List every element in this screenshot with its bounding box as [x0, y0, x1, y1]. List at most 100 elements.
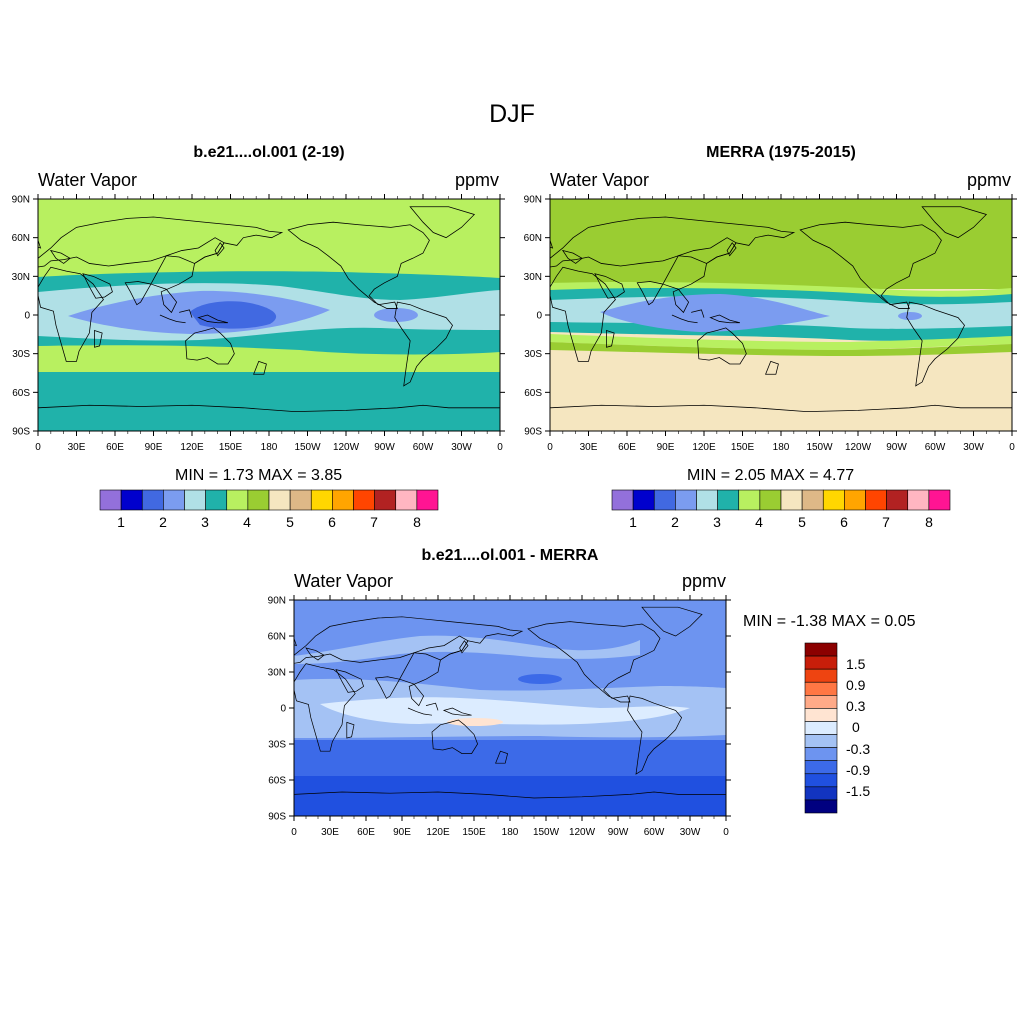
colorbar-3-label: -0.3	[846, 741, 871, 757]
lon-tick-label: 150E	[731, 442, 755, 453]
lat-tick-label: 90S	[12, 427, 30, 438]
lon-tick-label: 150W	[294, 442, 321, 453]
lat-tick-label: 60N	[268, 632, 286, 643]
lat-tick-label: 30N	[12, 272, 30, 283]
lat-tick-label: 90S	[268, 812, 286, 823]
colorbar-1-swatch	[226, 489, 249, 511]
colorbar-3-label: -0.9	[846, 762, 871, 778]
lon-tick-label: 90W	[608, 827, 629, 838]
panel-1-map	[37, 198, 501, 432]
colorbar-1-label: 2	[159, 514, 167, 530]
lat-tick-label: 60S	[268, 776, 286, 787]
lon-tick-label: 120E	[426, 827, 450, 838]
lon-tick-label: 60E	[106, 442, 124, 453]
colorbar-1-swatch	[416, 489, 439, 511]
lon-tick-label: 30E	[68, 442, 86, 453]
colorbar-3-swatch	[804, 786, 838, 801]
lon-tick-label: 60E	[618, 442, 636, 453]
colorbar-1-label: 5	[286, 514, 294, 530]
panel-1-title: b.e21....ol.001 (2-19)	[193, 144, 345, 161]
colorbar-1-swatch	[205, 489, 228, 511]
colorbar-3-label: 1.5	[846, 656, 866, 672]
lat-tick-label: 30S	[524, 349, 542, 360]
lon-tick-label: 150W	[533, 827, 560, 838]
colorbar-2-swatch	[865, 489, 887, 511]
colorbar-2-swatch	[632, 489, 655, 511]
lon-tick-label: 180	[502, 827, 519, 838]
colorbar-1-swatch	[99, 489, 122, 511]
colorbar-2-swatch	[886, 489, 909, 511]
colorbar-1-label: 7	[370, 514, 378, 530]
colorbar-2-swatch	[759, 489, 782, 511]
lon-tick-label: 30E	[321, 827, 339, 838]
colorbar-3-swatch	[804, 799, 838, 814]
panel-3-units-label: ppmv	[682, 571, 727, 591]
lon-tick-label: 150E	[219, 442, 243, 453]
colorbar-1-swatch	[268, 489, 291, 511]
colorbar-2-label: 6	[840, 514, 848, 530]
panel-1-units-label: ppmv	[455, 170, 500, 190]
colorbar-2-swatch	[780, 489, 803, 511]
colorbar-3-swatch	[804, 695, 838, 709]
panel-1-min-max: MIN = 1.73 MAX = 3.85	[175, 467, 343, 484]
colorbar-1-swatch	[184, 489, 206, 511]
panel-2-variable-label: Water Vapor	[550, 170, 650, 190]
colorbar-2-swatch	[907, 489, 930, 511]
panel-2-units-label: ppmv	[967, 170, 1012, 190]
lon-tick-label: 0	[723, 827, 729, 838]
lon-tick-label: 30W	[680, 827, 701, 838]
colorbar-1-swatch	[332, 489, 354, 511]
lat-tick-label: 30S	[268, 740, 286, 751]
colorbar-2-swatch	[822, 489, 845, 511]
colorbar-2-label: 1	[629, 514, 637, 530]
colorbar-1-label: 6	[328, 514, 336, 530]
lat-tick-label: 0	[536, 311, 542, 322]
colorbar-2-swatch	[717, 489, 740, 511]
lat-tick-label: 30N	[268, 668, 286, 679]
panel-1-variable-label: Water Vapor	[38, 170, 138, 190]
lon-tick-label: 150E	[462, 827, 486, 838]
lon-tick-label: 90W	[374, 442, 395, 453]
lon-tick-label: 90E	[393, 827, 411, 838]
colorbar-1-label: 8	[413, 514, 421, 530]
lon-tick-label: 60W	[925, 442, 946, 453]
colorbar-2-swatch	[611, 489, 634, 511]
panel-2-min-max: MIN = 2.05 MAX = 4.77	[687, 467, 855, 484]
figure-title: DJF	[489, 100, 535, 128]
lon-tick-label: 90E	[145, 442, 163, 453]
colorbar-3-label: -1.5	[846, 783, 871, 799]
lon-tick-label: 60W	[644, 827, 665, 838]
lat-tick-label: 30S	[12, 349, 30, 360]
lon-tick-label: 180	[261, 442, 278, 453]
colorbar-1-swatch	[247, 489, 270, 511]
lon-tick-label: 30W	[963, 442, 984, 453]
lat-tick-label: 90S	[524, 427, 542, 438]
panel-2-title: MERRA (1975-2015)	[706, 144, 856, 161]
lon-tick-label: 30E	[580, 442, 598, 453]
colorbar-2-swatch	[675, 489, 697, 511]
colorbar-1-swatch	[395, 489, 418, 511]
colorbar-1-swatch	[141, 489, 164, 511]
lon-tick-label: 60E	[357, 827, 375, 838]
colorbar-2-swatch	[928, 489, 951, 511]
lon-tick-label: 0	[35, 442, 41, 453]
lon-tick-label: 0	[547, 442, 553, 453]
lon-tick-label: 120E	[692, 442, 716, 453]
colorbar-1-swatch	[310, 489, 333, 511]
colorbar-3-label: 0	[852, 719, 860, 735]
colorbar-1-swatch	[374, 489, 397, 511]
colorbar-2-swatch	[844, 489, 866, 511]
panel-3-variable-label: Water Vapor	[294, 571, 394, 591]
lon-tick-label: 150W	[806, 442, 833, 453]
colorbar-3-swatch	[804, 721, 838, 735]
lon-tick-label: 120W	[569, 827, 596, 838]
lat-tick-label: 60N	[524, 233, 542, 244]
lat-tick-label: 60S	[12, 388, 30, 399]
colorbar-2-swatch	[696, 489, 718, 511]
lat-tick-label: 90N	[12, 195, 30, 206]
colorbar-2-swatch	[738, 489, 761, 511]
lat-tick-label: 60S	[524, 388, 542, 399]
lon-tick-label: 120W	[333, 442, 360, 453]
